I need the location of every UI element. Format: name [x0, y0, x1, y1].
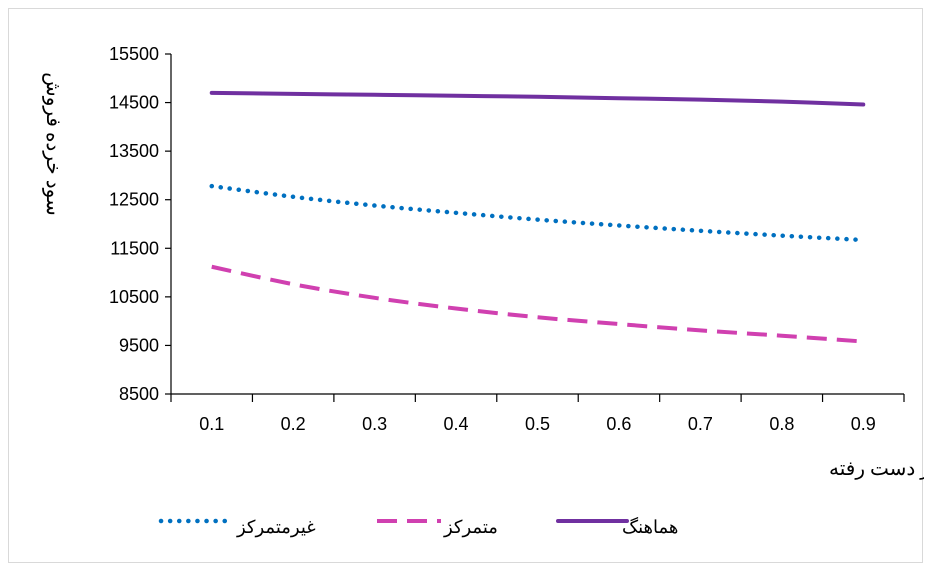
chart-frame: 8500 9500 10500 11500 12500 13500 14500 15500 0… [8, 8, 931, 563]
x-tick-label: 0.8 [769, 414, 794, 434]
legend-label-2: متمرکز [443, 517, 498, 538]
x-tick-label: 0.3 [362, 414, 387, 434]
y-axis: 8500 9500 10500 11500 12500 13500 14500 15500 [109, 44, 172, 404]
x-tick-label: 0.5 [525, 414, 550, 434]
y-tick-label: 9500 [119, 335, 159, 355]
legend: هماهنگ متمرکز غیرمتمرکز [158, 516, 678, 538]
line-chart: 8500 9500 10500 11500 12500 13500 14500 15500 0… [42, 44, 931, 538]
y-tick-label: 15500 [109, 44, 159, 64]
x-tick-label: 0.9 [851, 414, 876, 434]
y-tick-label: 12500 [109, 190, 159, 210]
series-line-0 [209, 90, 866, 107]
x-axis: 0.1 0.2 0.3 0.4 0.5 0.6 0.7 0.8 0.9 [170, 393, 905, 434]
x-tick-label: 0.4 [444, 414, 469, 434]
y-tick-label: 10500 [109, 287, 159, 307]
y-tick-label: 14500 [109, 93, 159, 113]
x-tick-label: 0.7 [688, 414, 713, 434]
x-axis-title: درصد فروش از دست رفته [829, 458, 924, 480]
y-tick-label: 11500 [110, 238, 159, 258]
y-tick-label: 8500 [119, 384, 159, 404]
series-line-2 [211, 264, 864, 344]
y-axis-title: سود خرده فروش [42, 72, 64, 215]
series-lines [209, 90, 866, 344]
x-tick-label: 0.1 [199, 414, 224, 434]
legend-label-0: هماهنگ [622, 516, 678, 537]
x-tick-label: 0.6 [606, 414, 631, 434]
x-tick-label: 0.2 [281, 414, 306, 434]
legend-label-1: غیرمتمرکز [236, 517, 316, 538]
series-line-1 [209, 183, 866, 243]
y-tick-label: 13500 [109, 141, 159, 161]
